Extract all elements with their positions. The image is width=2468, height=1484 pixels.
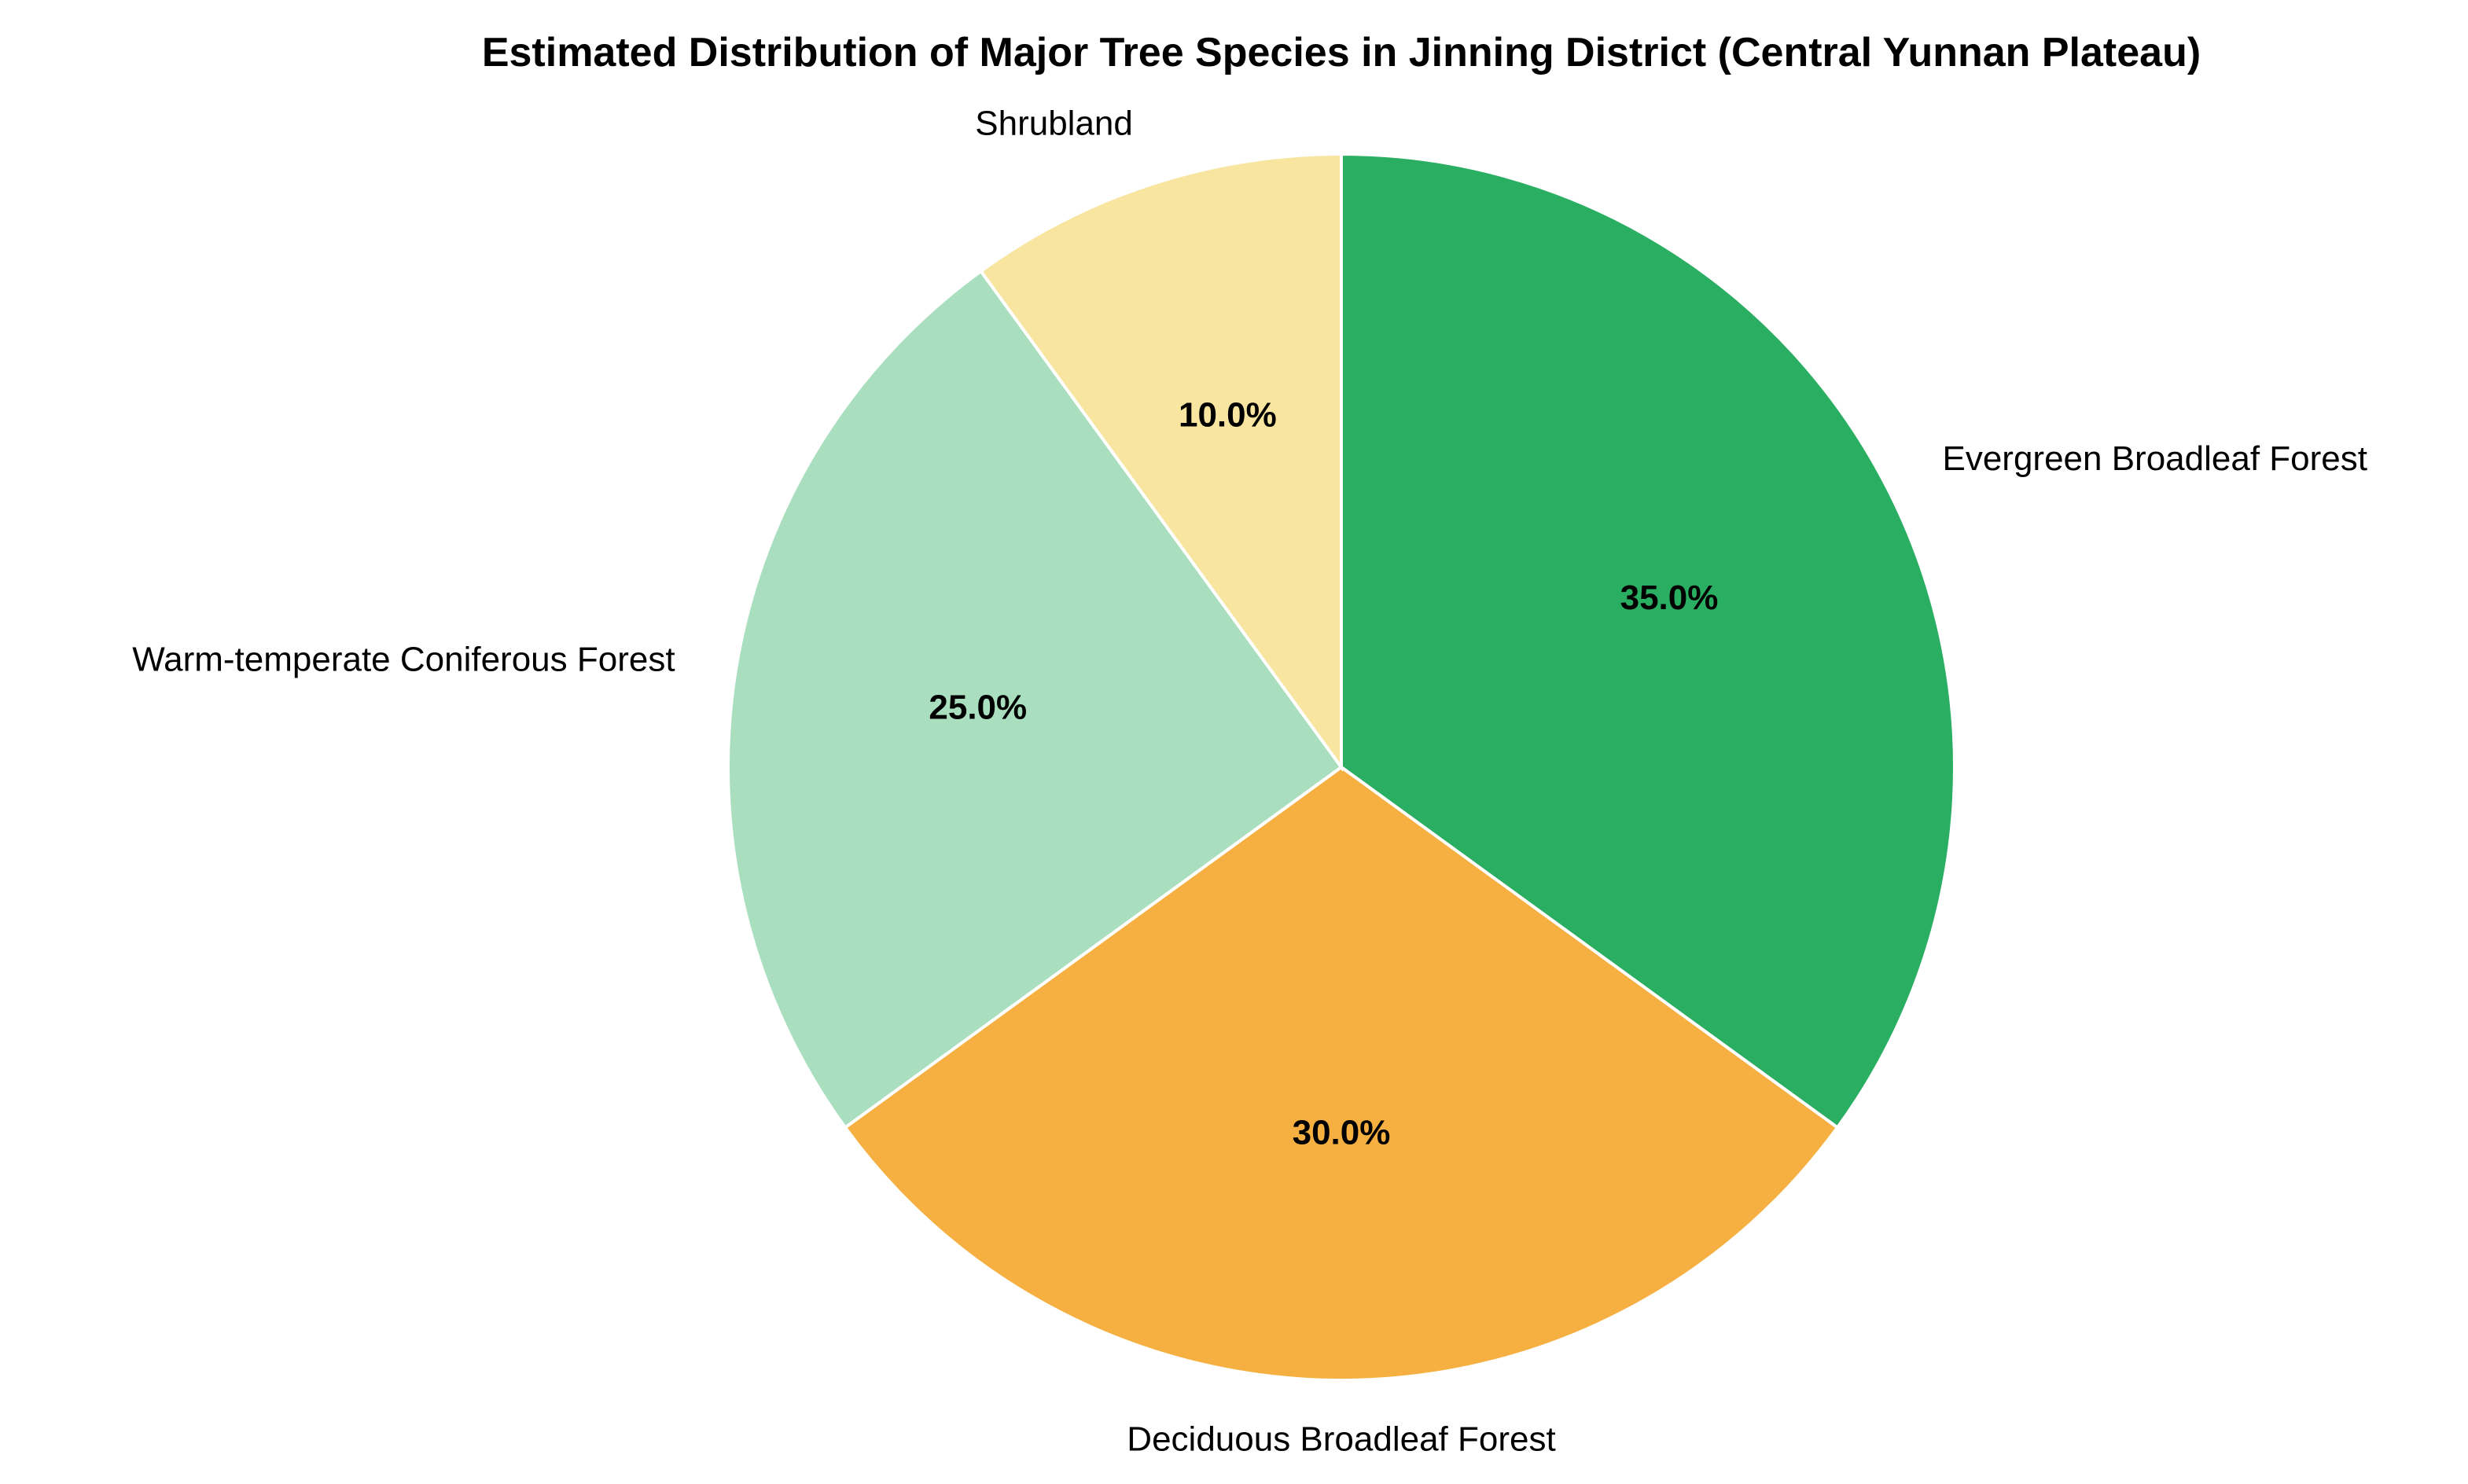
slice-label-shrubland: Shrubland — [975, 105, 1133, 143]
percent-label-deciduous-broadleaf-forest: 30.0% — [1293, 1114, 1391, 1152]
slice-label-evergreen-broadleaf-forest: Evergreen Broadleaf Forest — [1942, 439, 2367, 478]
percent-labels: 35.0% 30.0% 25.0% 10.0% — [929, 396, 1718, 1152]
percent-label-shrubland: 10.0% — [1179, 396, 1277, 435]
slice-label-deciduous-broadleaf-forest: Deciduous Broadleaf Forest — [1127, 1420, 1555, 1459]
pie-slice-evergreen-broadleaf-forest — [1340, 152, 1956, 1130]
pie-slices — [726, 152, 1956, 1382]
percent-label-evergreen-broadleaf-forest: 35.0% — [1620, 579, 1719, 617]
slice-label-warm-temperate-coniferous-forest: Warm-temperate Coniferous Forest — [132, 640, 675, 678]
chart-title: Estimated Distribution of Major Tree Spe… — [482, 30, 2201, 75]
pie-slice-warm-temperate-coniferous-forest — [726, 269, 1344, 1130]
percent-label-warm-temperate-coniferous-forest: 25.0% — [929, 688, 1027, 726]
pie-slice-shrubland — [978, 152, 1343, 773]
slice-labels: Evergreen Broadleaf Forest Deciduous Broa… — [132, 105, 2367, 1459]
pie-slice-deciduous-broadleaf-forest — [843, 765, 1840, 1382]
